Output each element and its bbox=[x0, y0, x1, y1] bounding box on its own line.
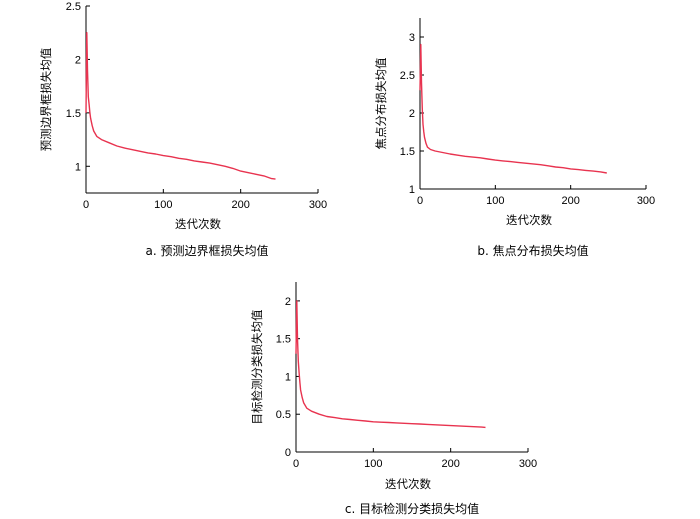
x-tick-label: 200 bbox=[441, 458, 459, 470]
y-tick-label: 2.5 bbox=[400, 70, 415, 82]
chart-caption: b. 焦点分布损失均值 bbox=[477, 243, 588, 258]
chart-caption: a. 预测边界框损失均值 bbox=[146, 243, 269, 258]
x-tick-label: 200 bbox=[231, 199, 249, 211]
series-line bbox=[419, 43, 607, 174]
x-axis-label: 迭代次数 bbox=[506, 213, 552, 227]
y-tick-label: 2 bbox=[409, 108, 415, 120]
y-tick-label: 1 bbox=[75, 161, 81, 173]
chart-c-cls-loss: 0 0.5 1 1.5 2 0 100 200 300 迭代次数 目标检测分类损失均值 c. 目标检测… bbox=[250, 282, 537, 516]
y-tick-label: 0 bbox=[285, 447, 291, 459]
x-tick-label: 300 bbox=[637, 195, 655, 207]
y-axis-label: 焦点分布损失均值 bbox=[374, 57, 388, 149]
series-line bbox=[295, 300, 486, 429]
y-tick-label: 1 bbox=[285, 371, 291, 383]
y-axis-label: 目标检测分类损失均值 bbox=[250, 309, 264, 424]
y-tick-label: 0.5 bbox=[276, 409, 291, 421]
x-axis-label: 迭代次数 bbox=[385, 477, 431, 491]
y-tick-label: 1.5 bbox=[276, 334, 291, 346]
y-tick-label: 2.5 bbox=[66, 1, 81, 13]
x-tick-label: 300 bbox=[309, 199, 327, 211]
x-axis-label: 迭代次数 bbox=[175, 217, 221, 231]
x-tick-label: 100 bbox=[486, 195, 504, 207]
y-tick-label: 1.5 bbox=[66, 108, 81, 120]
chart-b-dfl-loss: 1 1.5 2 2.5 3 0 100 200 300 迭代次数 焦点分布损失均值 b. 焦点分布损失… bbox=[374, 18, 655, 258]
x-tick-label: 100 bbox=[364, 458, 382, 470]
series-line bbox=[85, 32, 276, 180]
y-tick-label: 1 bbox=[409, 184, 415, 196]
x-tick-label: 100 bbox=[154, 199, 172, 211]
y-axis-label: 预测边界框损失均值 bbox=[39, 47, 53, 151]
x-tick-label: 300 bbox=[519, 458, 537, 470]
x-tick-label: 0 bbox=[293, 458, 299, 470]
y-tick-label: 1.5 bbox=[400, 146, 415, 158]
x-tick-label: 0 bbox=[83, 199, 89, 211]
y-tick-label: 2 bbox=[75, 54, 81, 66]
y-tick-label: 2 bbox=[285, 296, 291, 308]
chart-a-bbox-loss: 1 1.5 2 2.5 0 100 200 300 迭代次数 预测边界框损失均值 a. 预测边界框损… bbox=[39, 1, 327, 258]
x-tick-label: 0 bbox=[417, 195, 423, 207]
chart-caption: c. 目标检测分类损失均值 bbox=[345, 501, 479, 516]
x-tick-label: 200 bbox=[561, 195, 579, 207]
y-tick-label: 3 bbox=[409, 32, 415, 44]
